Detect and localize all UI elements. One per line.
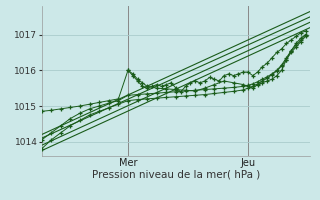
Text: Mer: Mer xyxy=(119,158,137,168)
X-axis label: Pression niveau de la mer( hPa ): Pression niveau de la mer( hPa ) xyxy=(92,170,260,180)
Text: Jeu: Jeu xyxy=(240,158,256,168)
